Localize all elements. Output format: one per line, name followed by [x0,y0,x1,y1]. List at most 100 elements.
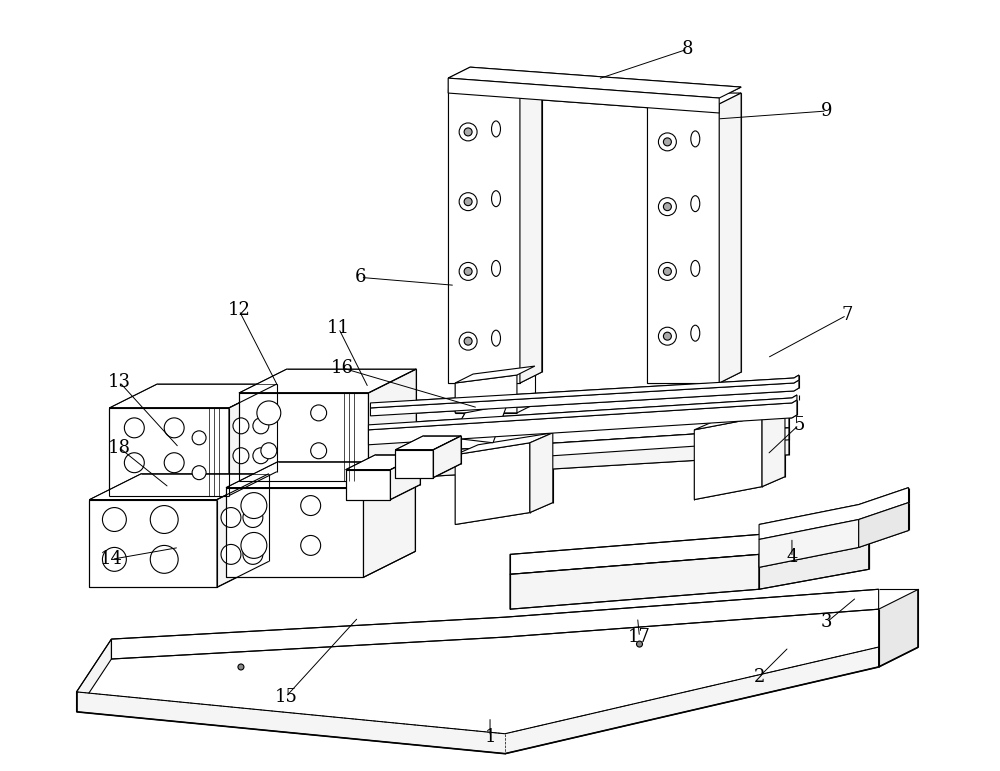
Circle shape [637,641,642,647]
Circle shape [233,418,249,434]
Text: 18: 18 [108,439,131,456]
Text: 7: 7 [841,306,852,325]
Polygon shape [510,514,869,574]
Text: 3: 3 [821,613,833,631]
Circle shape [192,431,206,445]
Ellipse shape [691,131,700,146]
Circle shape [102,547,126,571]
Circle shape [124,418,144,438]
Polygon shape [109,384,277,408]
Ellipse shape [691,325,700,341]
Circle shape [221,507,241,527]
Polygon shape [390,455,420,500]
Polygon shape [694,407,785,430]
Polygon shape [111,589,879,659]
Polygon shape [226,462,415,487]
Polygon shape [375,428,789,468]
Circle shape [663,138,671,146]
Circle shape [499,77,507,85]
Polygon shape [368,395,797,430]
Polygon shape [448,89,520,383]
Circle shape [164,418,184,438]
Polygon shape [346,455,420,470]
Circle shape [459,193,477,210]
Circle shape [241,493,267,519]
Polygon shape [694,417,762,500]
Polygon shape [226,487,363,577]
Text: 9: 9 [821,102,833,120]
Polygon shape [762,407,785,487]
Circle shape [657,94,667,104]
Circle shape [658,133,676,151]
Text: 16: 16 [331,359,354,377]
Text: 1: 1 [484,728,496,746]
Polygon shape [647,104,719,383]
Polygon shape [370,380,799,416]
Polygon shape [520,78,542,383]
Polygon shape [455,375,517,413]
Polygon shape [759,520,859,567]
Text: 13: 13 [108,373,131,391]
Circle shape [192,466,206,480]
Polygon shape [375,428,789,480]
Circle shape [301,535,321,555]
Polygon shape [448,78,542,89]
Circle shape [663,268,671,275]
Ellipse shape [691,261,700,276]
Circle shape [658,262,676,281]
Circle shape [164,453,184,473]
Circle shape [663,203,671,210]
Circle shape [124,453,144,473]
Polygon shape [448,78,719,113]
Polygon shape [368,369,416,480]
Circle shape [311,443,327,459]
Polygon shape [395,436,461,449]
Ellipse shape [492,190,500,207]
Polygon shape [375,413,789,455]
Circle shape [658,197,676,216]
Polygon shape [89,473,269,500]
Polygon shape [759,487,909,540]
Circle shape [261,443,277,459]
Circle shape [663,332,671,340]
Circle shape [238,664,244,670]
Ellipse shape [691,196,700,211]
Polygon shape [395,449,433,478]
Text: 8: 8 [682,40,693,59]
Circle shape [464,268,472,275]
Polygon shape [346,470,390,500]
Text: 14: 14 [100,550,123,568]
Circle shape [241,533,267,558]
Circle shape [459,123,477,141]
Circle shape [253,418,269,434]
Text: 15: 15 [274,688,297,706]
Polygon shape [433,436,461,478]
Ellipse shape [492,330,500,346]
Polygon shape [77,639,111,712]
Polygon shape [109,408,229,496]
Circle shape [233,448,249,463]
Circle shape [102,507,126,531]
Text: 11: 11 [327,319,350,337]
Polygon shape [451,405,507,443]
Circle shape [243,507,263,527]
Text: 5: 5 [793,416,805,434]
Polygon shape [77,647,879,754]
Circle shape [150,545,178,574]
Text: 4: 4 [786,548,798,567]
Circle shape [481,77,491,87]
Circle shape [257,401,281,425]
Polygon shape [719,93,741,383]
Circle shape [311,405,327,421]
Polygon shape [448,67,741,98]
Polygon shape [89,500,217,588]
Polygon shape [363,462,415,577]
Circle shape [658,327,676,345]
Ellipse shape [492,261,500,276]
Text: 2: 2 [753,668,765,686]
Circle shape [243,544,263,564]
Polygon shape [510,554,759,609]
Polygon shape [368,400,797,445]
Circle shape [464,337,472,345]
Polygon shape [455,366,535,383]
